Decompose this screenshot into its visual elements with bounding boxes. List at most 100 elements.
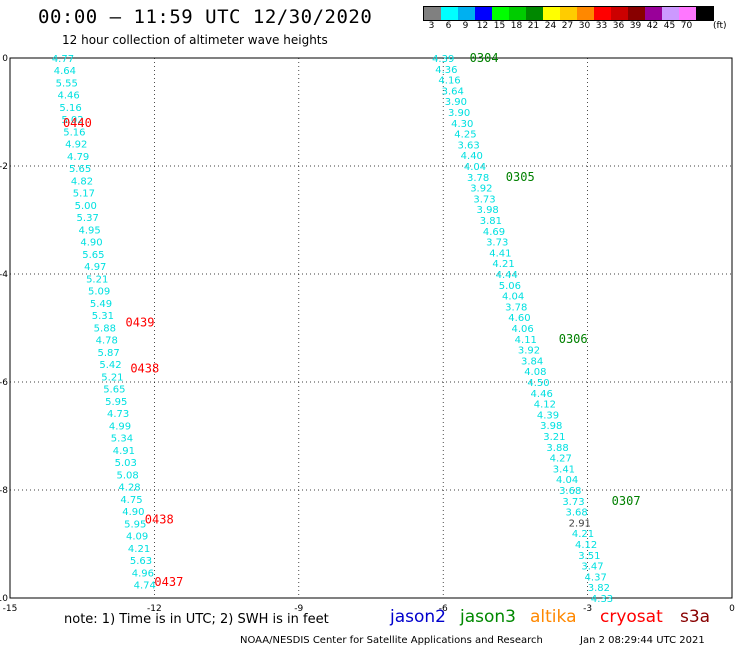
track2-swh-label: 4.41: [489, 248, 511, 259]
x-tick-label: -12: [147, 604, 162, 614]
track2-swh-label: 4.33: [591, 594, 613, 605]
satellite-name: s3a: [680, 607, 711, 627]
track1-swh-label: 4.73: [107, 409, 129, 420]
track2-swh-label: 4.16: [438, 76, 460, 87]
legend-swatch: [424, 7, 441, 20]
y-tick-label: 0: [2, 54, 8, 64]
legend-swatch: [611, 7, 628, 20]
satellite-name: cryosat: [600, 607, 663, 627]
track1-swh-label: 5.08: [117, 470, 139, 481]
map-subtitle: 12 hour collection of altimeter wave hei…: [62, 33, 328, 47]
track1-swh-label: 5.21: [101, 372, 123, 383]
legend-label: 3: [428, 21, 435, 31]
track2-swh-label: 4.46: [531, 389, 553, 400]
legend-label: 39: [629, 21, 642, 31]
legend-swatch: [458, 7, 475, 20]
track2-swh-label: 4.04: [556, 475, 578, 486]
track1-swh-label: 4.64: [54, 66, 76, 77]
track2-swh-label: 4.44: [496, 270, 518, 281]
pass-time-label: 0438: [130, 362, 159, 376]
track1-swh-label: 4.91: [113, 446, 135, 457]
color-legend-labels: 3 6 9 12 15 18 21 24 27 30 33 36 39 42 45 70 (ft): [423, 21, 727, 31]
track1-swh-label: 5.02: [61, 115, 83, 126]
track1-swh-label: 5.37: [77, 213, 99, 224]
pass-time-label: 0437: [154, 575, 183, 589]
track2-swh-label: 3.84: [521, 356, 543, 367]
track2-swh-label: 3.92: [518, 346, 540, 357]
track2-swh-label: 4.12: [575, 540, 597, 551]
track2-swh-label: 3.98: [540, 421, 562, 432]
legend-swatch: [560, 7, 577, 20]
track1-swh-label: 4.75: [120, 495, 142, 506]
legend-label: 18: [510, 21, 523, 31]
legend-label: 30: [578, 21, 591, 31]
y-tick-label: -4: [0, 270, 8, 280]
legend-label: 45: [663, 21, 676, 31]
track2-swh-label: 3.92: [470, 184, 492, 195]
x-tick-label: -3: [583, 604, 592, 614]
legend-label: 15: [493, 21, 506, 31]
track2-swh-label: 4.37: [585, 572, 607, 583]
track1-swh-label: 5.31: [92, 311, 114, 322]
track2-swh-label: 4.36: [435, 65, 457, 76]
track1-swh-label: 5.65: [69, 164, 91, 175]
track1-swh-label: 5.16: [59, 103, 81, 114]
legend-swatch: [645, 7, 662, 20]
legend-label: 33: [595, 21, 608, 31]
track2-swh-label: 4.27: [550, 454, 572, 465]
track1-swh-label: 5.63: [130, 556, 152, 567]
track2-swh-label: 3.64: [442, 86, 464, 97]
track1-swh-label: 5.65: [103, 385, 125, 396]
legend-swatch: [628, 7, 645, 20]
legend-label: 24: [544, 21, 557, 31]
track2-swh-label: 4.40: [461, 151, 483, 162]
pass-time-label: 0438: [145, 513, 174, 527]
track2-swh-label: 3.63: [457, 140, 479, 151]
legend-label: 12: [476, 21, 489, 31]
pass-time-label: 0306: [559, 332, 588, 346]
legend-swatch: [526, 7, 543, 20]
track1-swh-label: 4.92: [65, 140, 87, 151]
generated-timestamp: Jan 2 08:29:44 UTC 2021: [580, 635, 705, 646]
track1-swh-label: 5.03: [115, 458, 137, 469]
track2-swh-label: 3.82: [588, 583, 610, 594]
track1-swh-label: 4.90: [80, 238, 102, 249]
track2-swh-label: 4.04: [464, 162, 486, 173]
legend-swatch: [543, 7, 560, 20]
satellite-name: jason3: [460, 607, 516, 627]
track1-swh-label: 4.96: [132, 568, 154, 579]
track2-swh-label: 3.78: [467, 173, 489, 184]
track2-swh-label: 3.41: [553, 464, 575, 475]
track1-swh-label: 4.95: [78, 225, 100, 236]
track2-swh-label: 4.04: [502, 292, 524, 303]
track1-swh-label: 4.74: [134, 581, 156, 592]
track1-swh-label: 5.95: [105, 397, 127, 408]
track1-swh-label: 4.46: [58, 91, 80, 102]
y-tick-label: -6: [0, 378, 8, 388]
x-tick-label: -6: [439, 604, 448, 614]
legend-swatch: [492, 7, 509, 20]
legend-swatch: [475, 7, 492, 20]
track2-swh-label: 3.98: [477, 205, 499, 216]
track1-swh-label: 4.90: [122, 507, 144, 518]
legend-label: 9: [462, 21, 469, 31]
track1-swh-label: 4.21: [128, 544, 150, 555]
track1-swh-label: 5.34: [111, 434, 133, 445]
track1-swh-label: 4.28: [118, 483, 140, 494]
track1-swh-label: 5.21: [86, 274, 108, 285]
legend-swatch: [679, 7, 696, 20]
x-tick-label: -15: [3, 604, 18, 614]
track2-swh-label: 4.11: [515, 335, 537, 346]
legend-unit: (ft): [713, 21, 727, 31]
track1-swh-label: 5.17: [73, 189, 95, 200]
pass-time-label: 0304: [470, 51, 499, 65]
track2-swh-label: 3.68: [559, 486, 581, 497]
legend-label: 36: [612, 21, 625, 31]
track2-swh-label: 4.69: [483, 227, 505, 238]
y-tick-label: -10: [0, 594, 8, 604]
track2-swh-label: 5.06: [499, 281, 521, 292]
track2-swh-label: 4.12: [534, 400, 556, 411]
color-legend: [423, 6, 714, 21]
legend-label: 42: [646, 21, 659, 31]
track2-swh-label: 3.73: [486, 238, 508, 249]
